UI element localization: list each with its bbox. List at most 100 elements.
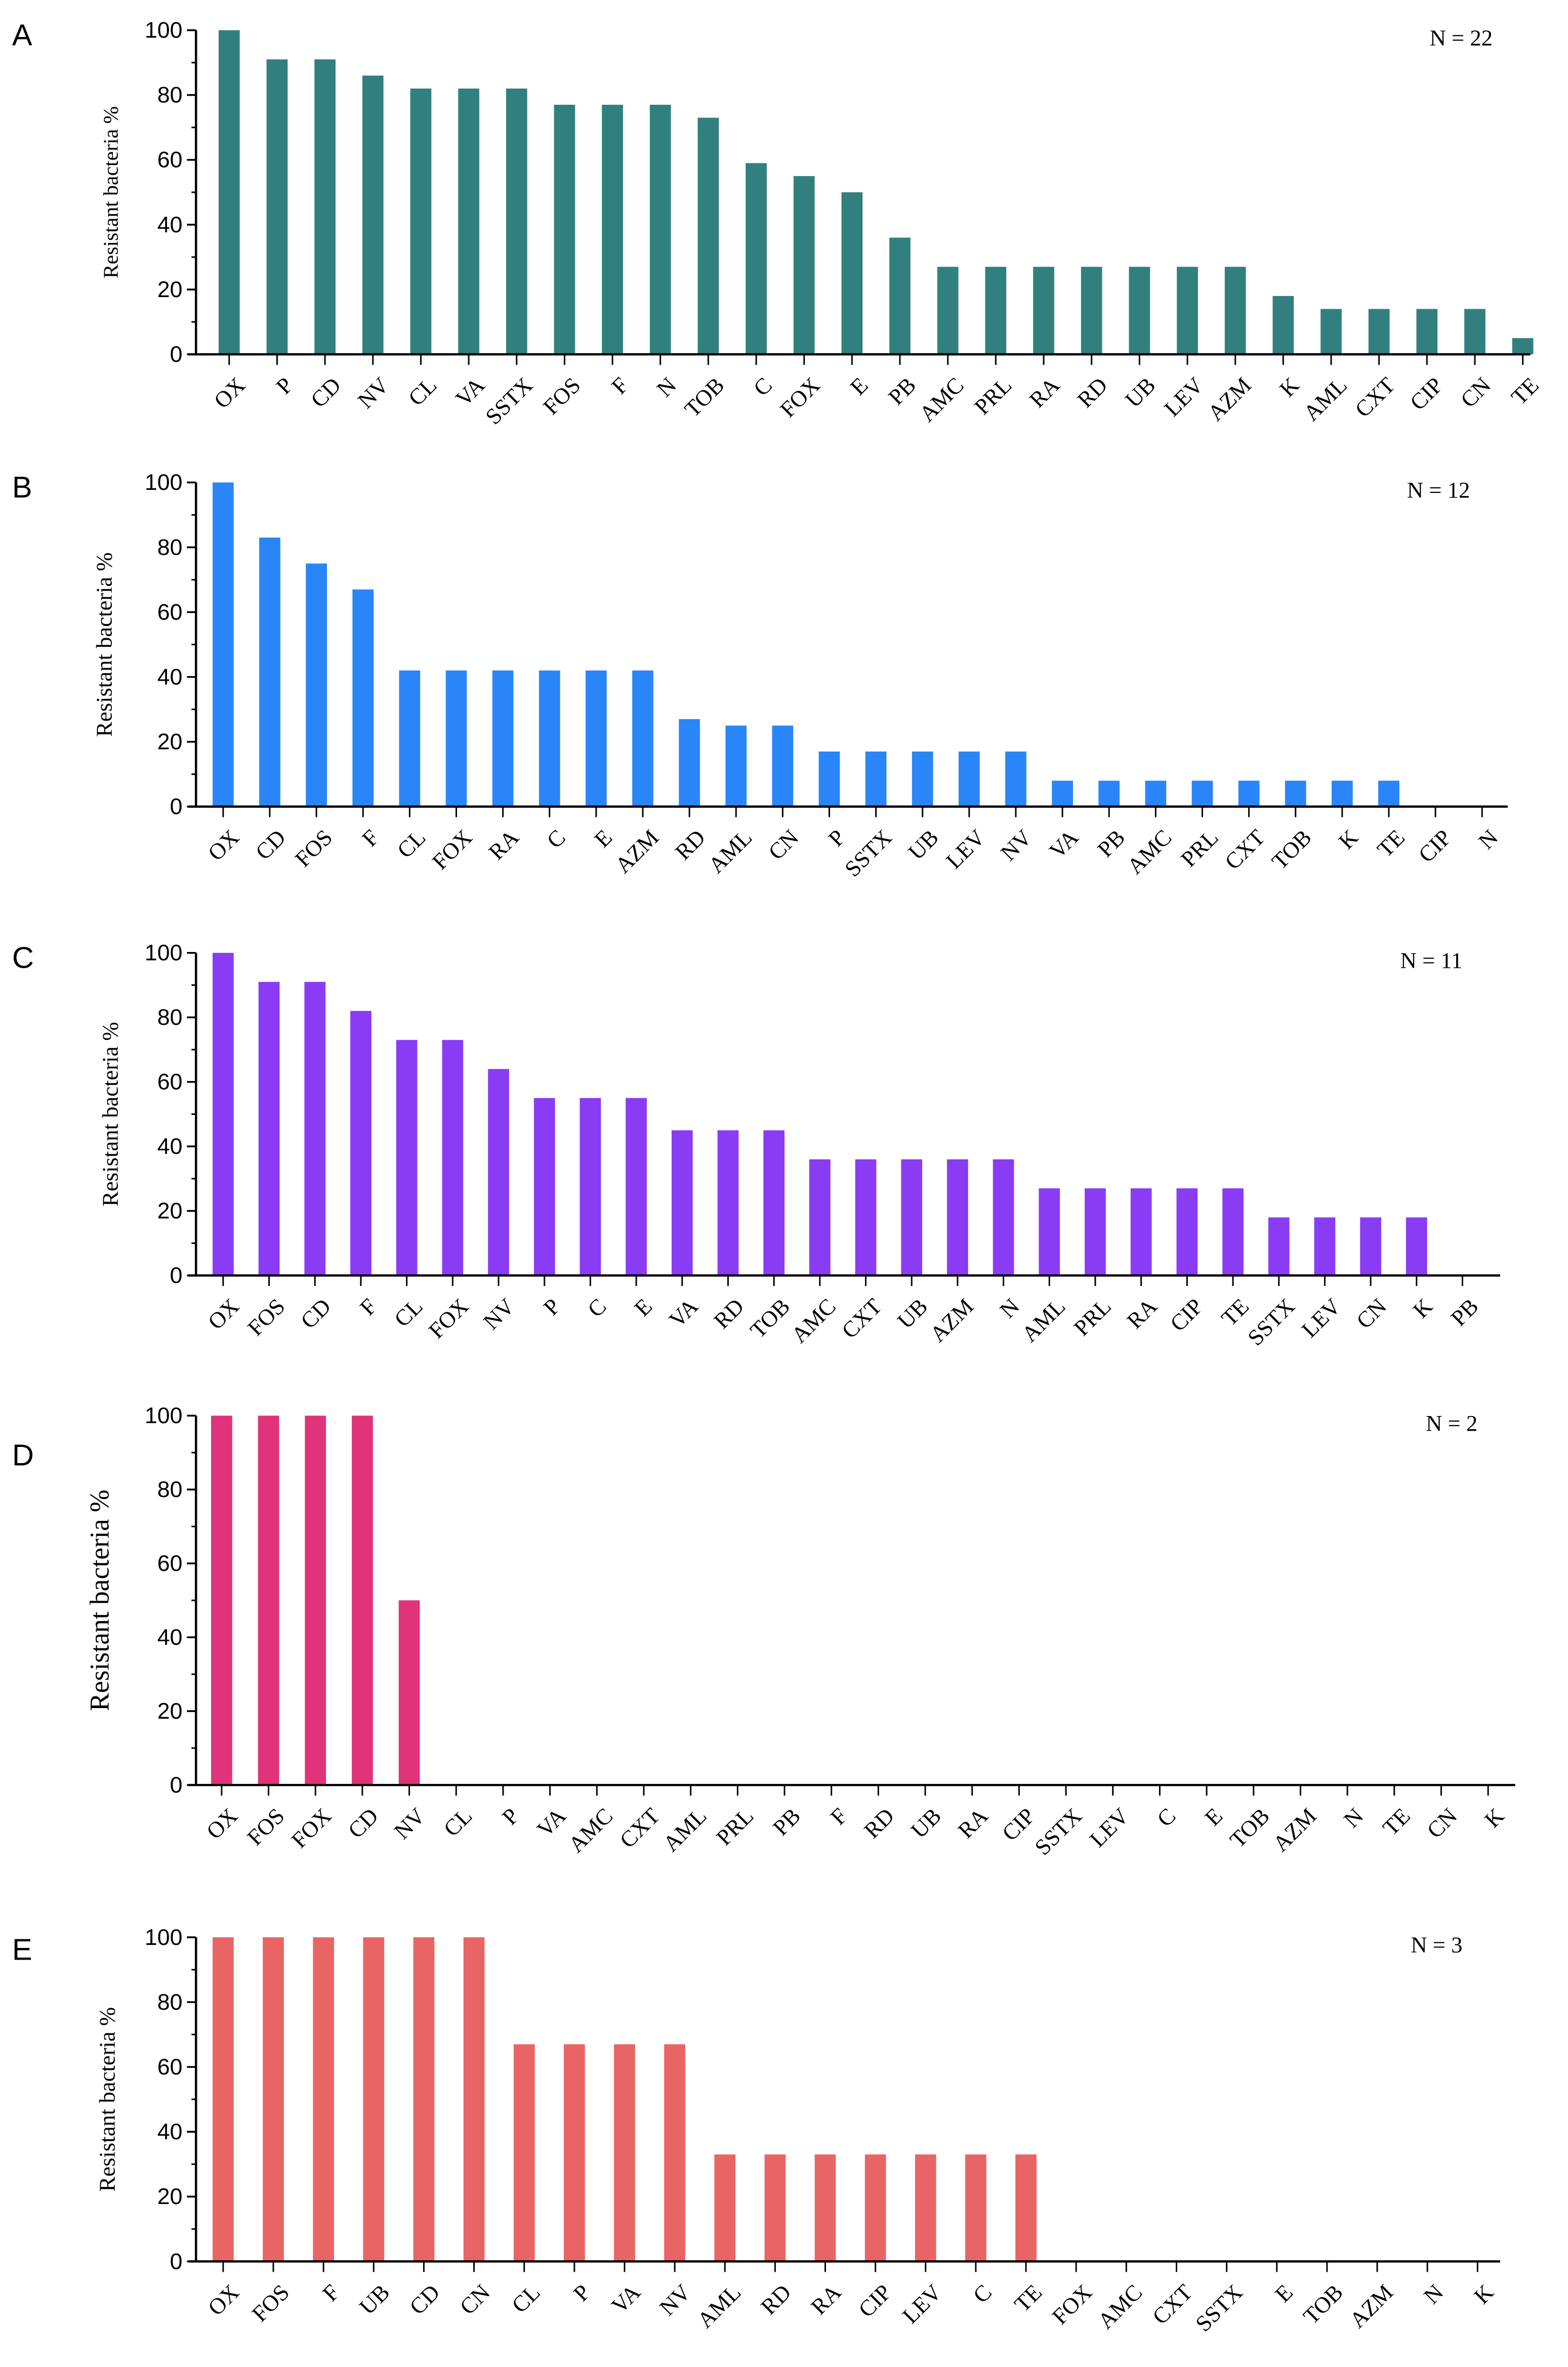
bar-c	[539, 670, 560, 807]
x-tick-label: CN	[455, 2279, 494, 2319]
x-tick-label: AML	[692, 2279, 746, 2333]
y-tick-label: 0	[170, 2249, 183, 2274]
bar-aml	[1321, 309, 1342, 355]
x-tick-label: SSTX	[1030, 1803, 1087, 1860]
y-tick-label: 100	[145, 470, 183, 495]
bar-sstx	[865, 751, 887, 807]
x-tick-label: CL	[507, 2279, 545, 2318]
bar-te	[1015, 2154, 1037, 2262]
sample-size-annotation: N = 12	[1407, 477, 1470, 503]
y-axis-label: Resistant bacteria %	[99, 106, 122, 278]
x-tick-label: N	[1419, 2279, 1448, 2309]
x-tick-label: AMC	[914, 372, 968, 427]
x-tick-label: CXT	[1220, 824, 1270, 875]
x-tick-label: N	[1339, 1803, 1368, 1833]
x-tick-label: FOS	[290, 824, 337, 871]
x-tick-label: AZM	[925, 1294, 978, 1347]
x-tick-label: PB	[883, 372, 921, 410]
bar-lev	[1177, 267, 1198, 355]
x-tick-label: F	[826, 1803, 852, 1830]
x-tick-label: CXT	[1350, 372, 1400, 423]
bar-cn	[1464, 309, 1486, 355]
bar-ox	[213, 1937, 234, 2262]
bar-ra	[1130, 1188, 1152, 1276]
y-axis-label: Resistant bacteria %	[84, 1489, 114, 1711]
bar-nv	[362, 75, 384, 355]
x-tick-label: C	[749, 372, 777, 401]
bar-f	[352, 589, 374, 807]
x-tick-label: CD	[404, 2279, 444, 2319]
x-tick-label: VA	[606, 2279, 645, 2318]
bar-va	[614, 2044, 635, 2262]
y-tick-label: 60	[157, 148, 183, 173]
bar-va	[458, 88, 479, 355]
bar-cd	[314, 59, 336, 355]
bar-te	[1378, 780, 1399, 807]
x-tick-label: FOX	[1047, 2279, 1097, 2330]
bar-ub	[363, 1937, 385, 2262]
x-tick-label: OX	[203, 1294, 244, 1335]
x-tick-label: NV	[389, 1803, 430, 1844]
x-tick-label: PB	[1092, 824, 1130, 862]
bar-prl	[1085, 1188, 1106, 1276]
x-tick-label: TE	[1506, 372, 1544, 410]
bar-lev	[1314, 1217, 1336, 1276]
bar-fos	[554, 104, 575, 355]
x-tick-label: FOX	[286, 1803, 337, 1853]
x-tick-label: E	[1200, 1803, 1228, 1831]
x-tick-label: C	[1152, 1803, 1180, 1832]
bar-f	[313, 1937, 334, 2262]
sample-size-annotation: N = 2	[1426, 1410, 1477, 1436]
x-tick-label: F	[606, 372, 633, 399]
bar-cl	[399, 670, 421, 807]
x-tick-label: VA	[1044, 824, 1083, 863]
x-tick-label: AML	[658, 1803, 712, 1857]
bar-va	[671, 1130, 693, 1276]
bar-ra	[814, 2154, 836, 2262]
bar-va	[1052, 780, 1073, 807]
panel-label: A	[12, 18, 32, 52]
x-tick-label: LEV	[1297, 1294, 1346, 1343]
x-tick-label: TOB	[680, 372, 729, 422]
bar-azm	[632, 670, 653, 807]
x-tick-label: K	[1479, 1803, 1509, 1833]
bar-cd	[352, 1416, 373, 1785]
y-tick-label: 0	[170, 1263, 183, 1288]
bar-tob	[1285, 780, 1306, 807]
bar-azm	[947, 1159, 968, 1276]
y-axis-label: Resistant bacteria %	[94, 2007, 119, 2192]
bar-f	[602, 104, 623, 355]
bar-f	[350, 1011, 372, 1276]
bar-cl	[396, 1040, 418, 1276]
x-tick-label: PRL	[1176, 824, 1223, 871]
y-tick-label: 20	[157, 1699, 183, 1724]
bar-n	[993, 1159, 1014, 1276]
x-tick-label: CD	[251, 824, 291, 864]
panel-label: C	[12, 941, 34, 975]
x-tick-label: SSTX	[1190, 2279, 1248, 2337]
y-tick-label: 80	[157, 535, 183, 560]
x-tick-label: OX	[201, 1803, 242, 1844]
bar-cn	[772, 725, 794, 807]
bar-aml	[725, 725, 747, 807]
x-tick-label: AZM	[1345, 2279, 1398, 2333]
x-tick-label: CIP	[1414, 824, 1457, 867]
y-tick-label: 60	[157, 1070, 183, 1095]
panel-label: E	[12, 1933, 32, 1967]
panel-label: D	[12, 1438, 34, 1472]
x-tick-label: AML	[704, 824, 757, 878]
panel-label: B	[12, 470, 32, 504]
bar-fos	[306, 563, 327, 807]
x-tick-label: TOB	[745, 1294, 795, 1343]
x-tick-label: OX	[203, 2279, 244, 2320]
bar-prl	[985, 267, 1007, 355]
x-tick-label: AZM	[1268, 1803, 1322, 1857]
x-tick-label: E	[845, 372, 873, 400]
bar-cl	[410, 88, 432, 355]
x-tick-label: TE	[1378, 1803, 1415, 1841]
bar-p	[533, 1098, 555, 1276]
bar-k	[1406, 1217, 1427, 1276]
bar-ra	[492, 670, 514, 807]
x-tick-label: NV	[654, 2279, 695, 2320]
